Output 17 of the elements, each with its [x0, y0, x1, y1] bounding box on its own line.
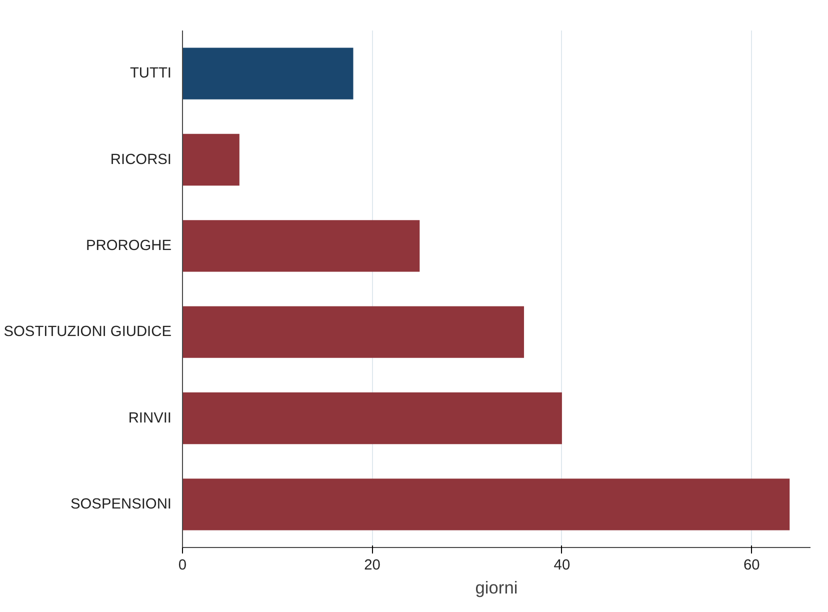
- bar: [182, 48, 354, 100]
- y-tick-label: TUTTI: [130, 66, 172, 82]
- y-tick-label: SOSPENSIONI: [70, 496, 172, 512]
- bar: [182, 134, 240, 186]
- x-tick-label: 40: [554, 558, 570, 574]
- y-tick-label: RINVII: [128, 410, 172, 426]
- bar: [182, 306, 524, 358]
- x-tick-label: 0: [178, 558, 187, 574]
- x-axis-title: giorni: [475, 578, 518, 598]
- bar: [182, 220, 420, 272]
- x-tick-label: 20: [364, 558, 380, 574]
- x-tick-label: 60: [744, 558, 760, 574]
- y-tick-label: PROROGHE: [86, 238, 172, 254]
- y-tick-label: SOSTITUZIONI GIUDICE: [4, 324, 172, 340]
- bar: [182, 478, 790, 530]
- bar: [182, 392, 562, 444]
- y-tick-label: RICORSI: [110, 152, 172, 168]
